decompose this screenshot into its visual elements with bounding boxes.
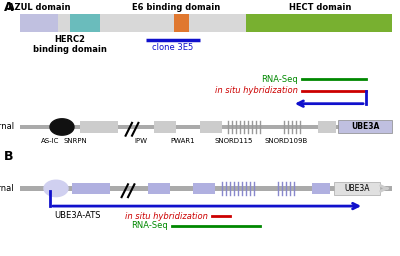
FancyBboxPatch shape bbox=[80, 121, 118, 133]
Text: PWAR1: PWAR1 bbox=[170, 138, 195, 144]
Polygon shape bbox=[44, 180, 68, 197]
Text: UBE3A: UBE3A bbox=[344, 184, 370, 193]
Polygon shape bbox=[50, 119, 74, 135]
Text: AS-IC: AS-IC bbox=[41, 138, 59, 144]
Text: B: B bbox=[4, 150, 14, 163]
Text: SNORD109B: SNORD109B bbox=[264, 138, 308, 144]
Text: AZUL domain: AZUL domain bbox=[8, 3, 70, 12]
Text: UBE3A-ATS: UBE3A-ATS bbox=[54, 211, 100, 220]
FancyBboxPatch shape bbox=[72, 183, 110, 194]
Text: A: A bbox=[4, 1, 14, 14]
FancyBboxPatch shape bbox=[20, 186, 392, 191]
Text: E6 binding domain: E6 binding domain bbox=[132, 3, 220, 12]
Text: HECT domain: HECT domain bbox=[289, 3, 351, 12]
Text: UBE3A: UBE3A bbox=[351, 122, 379, 131]
Text: clone 3E5: clone 3E5 bbox=[152, 43, 194, 52]
FancyBboxPatch shape bbox=[193, 183, 215, 194]
FancyBboxPatch shape bbox=[20, 14, 392, 32]
Text: RNA-Seq: RNA-Seq bbox=[261, 75, 298, 84]
Text: SNRPN: SNRPN bbox=[63, 138, 87, 144]
Text: SNORD115: SNORD115 bbox=[214, 138, 252, 144]
Text: HERC2
binding domain: HERC2 binding domain bbox=[33, 35, 107, 54]
FancyBboxPatch shape bbox=[318, 121, 336, 133]
FancyBboxPatch shape bbox=[20, 125, 392, 129]
FancyBboxPatch shape bbox=[70, 14, 100, 32]
FancyBboxPatch shape bbox=[148, 183, 170, 194]
FancyBboxPatch shape bbox=[174, 14, 189, 32]
Text: in situ hybridization: in situ hybridization bbox=[125, 212, 208, 221]
FancyBboxPatch shape bbox=[20, 14, 58, 32]
FancyBboxPatch shape bbox=[338, 120, 392, 133]
FancyBboxPatch shape bbox=[154, 121, 176, 133]
Text: in situ hybridization: in situ hybridization bbox=[215, 86, 298, 95]
Text: Maternal: Maternal bbox=[0, 122, 14, 132]
Text: Paternal: Paternal bbox=[0, 184, 14, 193]
Text: IPW: IPW bbox=[135, 138, 148, 144]
Text: RNA-Seq: RNA-Seq bbox=[131, 221, 168, 230]
FancyBboxPatch shape bbox=[334, 182, 380, 195]
FancyBboxPatch shape bbox=[312, 183, 330, 194]
FancyBboxPatch shape bbox=[200, 121, 222, 133]
FancyBboxPatch shape bbox=[246, 14, 392, 32]
